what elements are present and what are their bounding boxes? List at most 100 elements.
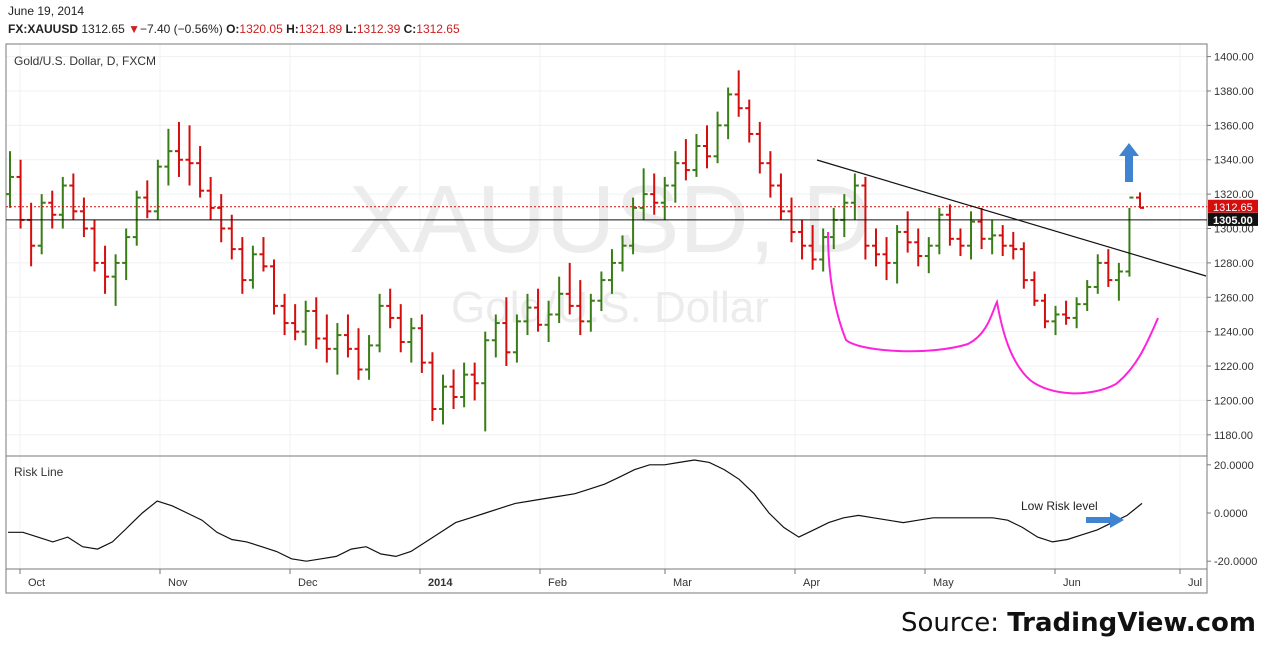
ohlc-bar — [396, 304, 405, 353]
ohlc-bar — [977, 207, 986, 250]
right-arrow-icon — [1086, 517, 1112, 523]
ohlc-bar — [227, 214, 236, 260]
close-label: C: — [403, 22, 417, 36]
ohlc-bar — [111, 254, 120, 306]
xtick-label: Jun — [1063, 577, 1081, 589]
risk-line-series: Low Risk level — [8, 459, 1143, 562]
ohlc-bar — [618, 235, 627, 272]
ohlc-bar — [248, 245, 257, 289]
ohlc-bar — [185, 125, 194, 186]
ohlc-bar — [882, 237, 891, 281]
ohlc-bar — [322, 314, 331, 363]
ohlc-bar — [48, 190, 57, 229]
ohlc-bar — [776, 173, 785, 220]
ohlc-bar — [745, 99, 754, 143]
ohlc-bar — [164, 128, 173, 186]
symbol-label: FX:XAUUSD — [8, 22, 79, 36]
ohlc-bar — [6, 151, 14, 208]
ohlc-bar — [343, 314, 352, 358]
ytick-label: 1320.00 — [1214, 189, 1254, 201]
ytick-label: 1180.00 — [1214, 430, 1253, 442]
ohlc-bar — [1125, 196, 1134, 277]
risk-line — [8, 459, 1143, 562]
ohlc-bar — [967, 211, 976, 260]
ohlc-bar — [1009, 231, 1018, 260]
ohlc-bar — [470, 362, 479, 401]
ohlc-bar — [143, 180, 152, 219]
ohlc-bar — [850, 173, 859, 220]
level-tag — [1208, 212, 1258, 226]
ytick-label: 1280.00 — [1214, 258, 1254, 270]
ohlc-bar — [998, 225, 1007, 257]
ohlc-bar — [312, 297, 321, 349]
ohlc-bar — [502, 297, 511, 367]
ohlc-bar — [79, 197, 88, 238]
high-label: H: — [286, 22, 299, 36]
ohlc-bar — [417, 314, 426, 373]
source-credit: Source: TradingView.com — [901, 608, 1256, 638]
xtick-label: Dec — [298, 577, 318, 589]
up-arrow-head-icon — [1119, 143, 1139, 156]
risk-ytick-label: 20.0000 — [1214, 460, 1254, 472]
risk-ytick-label: 0.0000 — [1214, 508, 1248, 520]
ohlc-bar — [291, 304, 300, 341]
ohlc-bar — [755, 121, 764, 174]
ohlc-bar — [270, 259, 279, 315]
last-price-tag — [1208, 199, 1258, 213]
ohlc-bar — [481, 331, 490, 432]
right-arrow-head-icon — [1110, 512, 1124, 528]
ohlc-bar — [555, 276, 564, 324]
ohlc-bar — [1062, 300, 1071, 325]
ohlc-bars — [6, 70, 1144, 432]
ytick-label: 1240.00 — [1214, 327, 1254, 339]
source-name: TradingView.com — [1007, 608, 1256, 638]
ohlc-bar — [1083, 280, 1092, 312]
ohlc-bar — [37, 194, 46, 255]
ohlc-bar — [893, 225, 902, 284]
grid — [6, 44, 1207, 569]
xtick-label: 2014 — [428, 577, 453, 589]
ohlc-bar — [861, 176, 870, 260]
ohlc-bar — [945, 204, 954, 246]
ohlc-bar — [375, 293, 384, 353]
ohlc-bar — [386, 288, 395, 329]
ohlc-bar — [734, 70, 743, 117]
ohlc-bar — [1104, 249, 1113, 287]
xtick-label: Jul — [1188, 577, 1202, 589]
last-price-tag-label: 1312.65 — [1213, 202, 1253, 214]
ohlc-bar — [660, 176, 669, 220]
xtick-label: Mar — [673, 577, 692, 589]
ohlc-bar — [681, 139, 690, 181]
price-axis: 1400.00 1380.00 1360.00 1340.00 1320.00 1300.… — [1207, 52, 1254, 442]
ohlc-bar — [671, 151, 680, 203]
chart-title: Gold/U.S. Dollar, D, FXCM — [14, 54, 156, 68]
ohlc-bar — [196, 145, 205, 198]
ohlc-bar — [565, 262, 574, 315]
xtick-label: May — [933, 577, 954, 589]
ohlc-bar — [122, 228, 131, 281]
ohlc-bar — [153, 159, 162, 220]
xtick-label: Nov — [168, 577, 188, 589]
ytick-label: 1220.00 — [1214, 361, 1254, 373]
low-label: L: — [345, 22, 357, 36]
ohlc-bar — [259, 237, 268, 272]
high-value: 1321.89 — [298, 22, 343, 36]
ohlc-bar — [1093, 254, 1102, 294]
ohlc-bar — [1030, 271, 1039, 306]
change-down-icon: ▼ — [128, 22, 140, 36]
price-change: −7.40 (−0.56%) — [139, 22, 223, 36]
ohlc-bar — [238, 237, 247, 294]
ytick-label: 1300.00 — [1214, 224, 1254, 236]
ohlc-bar — [607, 249, 616, 294]
xtick-label: Apr — [803, 577, 820, 589]
level-tag-label: 1305.00 — [1213, 215, 1253, 227]
ohlc-bar — [460, 362, 469, 408]
low-value: 1312.39 — [356, 22, 401, 36]
ohlc-bar — [206, 176, 215, 220]
ohlc-bar — [798, 219, 807, 260]
ohlc-bar — [333, 323, 342, 375]
ohlc-bar — [491, 314, 500, 358]
xtick-label: Oct — [28, 577, 45, 589]
